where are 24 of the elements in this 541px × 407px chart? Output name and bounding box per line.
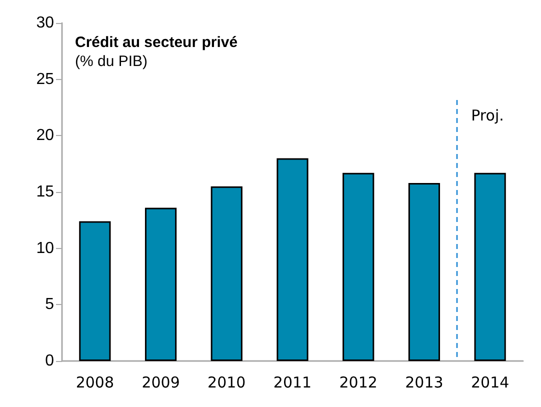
text: (% du PIB) <box>75 53 148 70</box>
x-tick-label: 2008 <box>76 374 114 392</box>
bar <box>474 172 506 361</box>
y-tick-label: 20 <box>36 127 54 144</box>
bar <box>276 158 308 361</box>
bar <box>342 172 374 361</box>
y-tick-label: 5 <box>45 296 54 314</box>
text: Crédit au secteur privé <box>75 34 238 51</box>
bar <box>79 221 111 361</box>
x-tick-label: 2011 <box>273 374 312 392</box>
x-tick-label: 2010 <box>208 374 246 392</box>
x-tick-label: 2014 <box>470 374 510 392</box>
y-tick-label: 25 <box>36 70 54 88</box>
bar <box>408 182 440 361</box>
ref-line-label: Proj. <box>471 106 504 124</box>
x-tick-label: 2013 <box>405 374 444 392</box>
bar <box>210 186 242 361</box>
y-tick-label: 0 <box>45 352 54 370</box>
y-tick-label: 10 <box>36 240 54 257</box>
x-tick-label: 2012 <box>339 374 378 392</box>
y-tick-label: 15 <box>36 184 54 200</box>
bar <box>144 208 177 361</box>
y-tick-label: 30 <box>36 14 54 32</box>
x-tick-label: 2009 <box>142 374 180 392</box>
